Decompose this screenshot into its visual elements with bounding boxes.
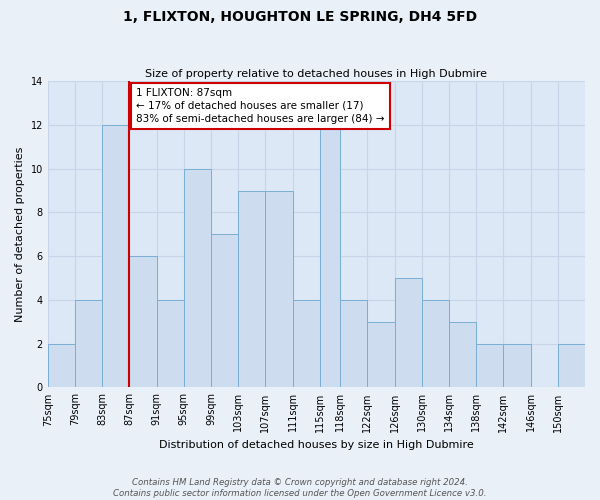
Bar	[238, 190, 265, 388]
Bar	[340, 300, 367, 388]
Bar	[422, 300, 449, 388]
Text: 1 FLIXTON: 87sqm
← 17% of detached houses are smaller (17)
83% of semi-detached : 1 FLIXTON: 87sqm ← 17% of detached house…	[136, 88, 385, 124]
Bar	[476, 344, 503, 388]
Title: Size of property relative to detached houses in High Dubmire: Size of property relative to detached ho…	[145, 69, 487, 79]
Bar	[367, 322, 395, 388]
Bar	[211, 234, 238, 388]
Bar	[184, 168, 211, 388]
Bar	[320, 125, 340, 388]
Bar	[102, 125, 130, 388]
Text: Contains HM Land Registry data © Crown copyright and database right 2024.
Contai: Contains HM Land Registry data © Crown c…	[113, 478, 487, 498]
Bar	[75, 300, 102, 388]
Text: 1, FLIXTON, HOUGHTON LE SPRING, DH4 5FD: 1, FLIXTON, HOUGHTON LE SPRING, DH4 5FD	[123, 10, 477, 24]
Bar	[265, 190, 293, 388]
Bar	[449, 322, 476, 388]
Bar	[558, 344, 585, 388]
Bar	[395, 278, 422, 388]
Bar	[157, 300, 184, 388]
Bar	[293, 300, 320, 388]
Bar	[130, 256, 157, 388]
Bar	[503, 344, 530, 388]
X-axis label: Distribution of detached houses by size in High Dubmire: Distribution of detached houses by size …	[159, 440, 474, 450]
Bar	[48, 344, 75, 388]
Y-axis label: Number of detached properties: Number of detached properties	[15, 146, 25, 322]
